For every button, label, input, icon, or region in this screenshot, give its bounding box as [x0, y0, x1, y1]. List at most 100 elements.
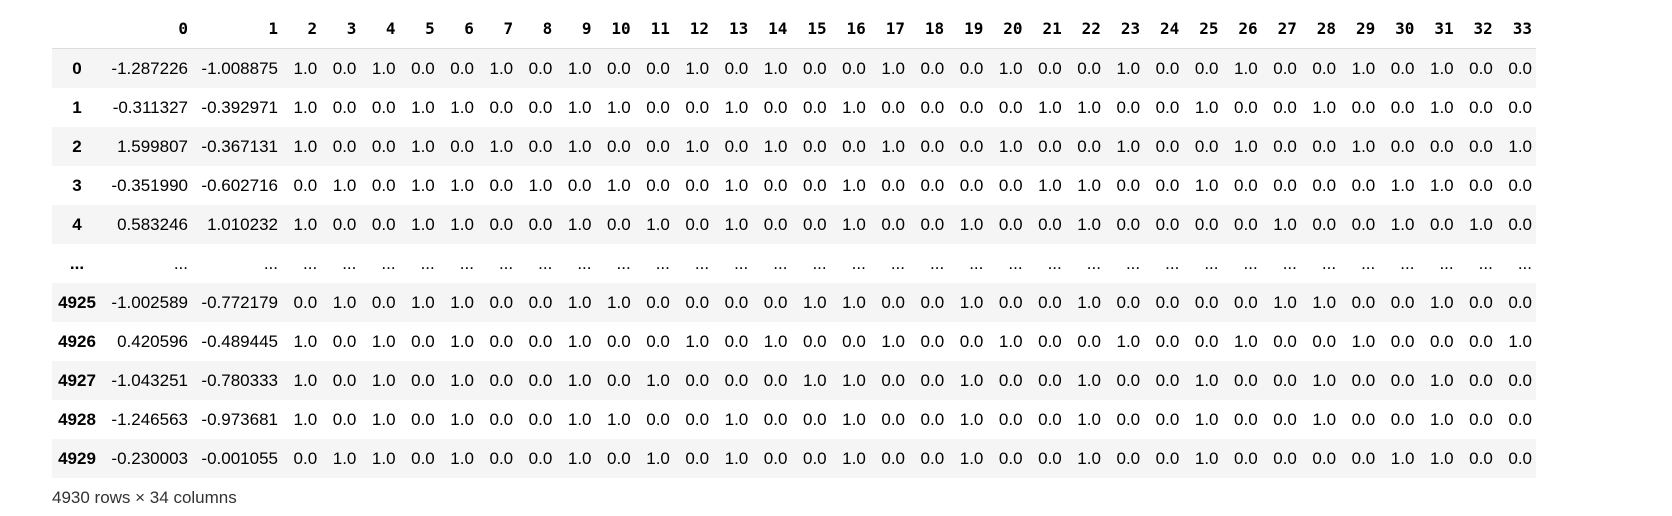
row-index: 4	[72, 214, 82, 234]
table-cell: 0.0	[1390, 409, 1415, 429]
table-cell: 0.0	[1508, 448, 1532, 468]
table-cell: 0.0	[607, 370, 631, 390]
table-cell: 0.0	[1038, 448, 1062, 468]
table-cell: 1.0	[1077, 292, 1101, 312]
table-cell: 1.0	[489, 58, 514, 78]
table-cell: 0.0	[1273, 175, 1297, 195]
column-header: 32	[1457, 8, 1497, 49]
table-cell: 0.0	[998, 292, 1023, 312]
table-cell: 0.0	[332, 331, 357, 351]
table-cell: 1.0	[371, 58, 396, 78]
table-cell: 0.0	[1234, 448, 1258, 468]
table-cell: 0.0	[1155, 331, 1180, 351]
table-row: 4929 -0.230003 -0.001055 0.0 1.0 1.0 0.0 1.0 0.0…	[52, 439, 1536, 478]
table-cell: 0.0	[1116, 214, 1141, 234]
table-cell: ...	[655, 253, 670, 273]
dataframe-table: 0 1 2 3 4 5 6 7 8 9 10 11 12 13 14 15 16 17 18 19 20 21 22 23 24…	[52, 8, 1536, 478]
table-cell: 1.0	[1429, 448, 1454, 468]
table-cell: 0.0	[1155, 136, 1180, 156]
table-cell: ...	[498, 253, 514, 273]
table-cell: 0.0	[489, 409, 514, 429]
table-cell: -0.351990	[111, 175, 188, 195]
table-cell: 1.0	[450, 214, 474, 234]
table-cell: 1.0	[1194, 409, 1219, 429]
table-cell: 1.0	[724, 448, 749, 468]
table-cell: 1.0	[998, 331, 1023, 351]
table-cell: 0.0	[998, 175, 1023, 195]
table-cell: 1.0	[1312, 292, 1337, 312]
table-cell: 0.0	[1234, 292, 1258, 312]
table-cell: 0.0	[881, 370, 905, 390]
column-header: 26	[1222, 8, 1262, 49]
table-cell: 1.0	[450, 292, 474, 312]
table-cell: 1.0	[1351, 331, 1376, 351]
table-cell: 1.0	[646, 370, 670, 390]
table-cell: 0.0	[1508, 175, 1532, 195]
table-cell: 1.0	[763, 136, 788, 156]
column-header: 28	[1300, 8, 1341, 49]
table-cell: -0.001055	[201, 448, 278, 468]
table-cell: 1.0	[1429, 58, 1454, 78]
table-cell: 0.0	[1038, 292, 1062, 312]
table-cell: 1.0	[881, 58, 905, 78]
table-cell: 0.0	[607, 214, 631, 234]
table-cell: 0.0	[802, 448, 827, 468]
table-cell: 1.0	[567, 370, 592, 390]
table-cell: 0.0	[959, 136, 984, 156]
table-cell: 0.0	[371, 136, 396, 156]
table-cell: ...	[577, 253, 592, 273]
table-cell: 1.0	[1116, 136, 1141, 156]
table-cell: 1.0	[802, 370, 827, 390]
table-cell: 0.0	[959, 331, 984, 351]
table-cell: 0.0	[881, 448, 905, 468]
table-cell: 0.0	[920, 409, 945, 429]
table-cell: 0.0	[1273, 136, 1297, 156]
table-cell: 1.0	[1077, 409, 1101, 429]
table-cell: 1.0	[567, 292, 592, 312]
table-cell: 0.0	[802, 97, 827, 117]
table-cell: ...	[812, 253, 827, 273]
row-index: 0	[72, 58, 82, 78]
table-cell: 1.0	[842, 448, 866, 468]
table-cell: 0.0	[1469, 97, 1493, 117]
table-cell: 0.0	[293, 292, 318, 312]
table-cell: 1.0	[293, 214, 318, 234]
table-cell: 0.0	[1273, 58, 1297, 78]
table-cell: 0.0	[802, 175, 827, 195]
table-cell: -0.602716	[201, 175, 278, 195]
table-cell: 0.0	[920, 97, 945, 117]
column-header: 3	[321, 8, 361, 49]
table-cell: 1.0	[646, 448, 670, 468]
table-cell: -1.287226	[111, 58, 188, 78]
table-cell: 0.0	[920, 175, 945, 195]
table-cell: 0.0	[685, 175, 710, 195]
table-cell: 0.0	[450, 58, 474, 78]
table-cell: 1.0	[332, 292, 357, 312]
table-cell: 0.0	[802, 409, 827, 429]
table-cell: 1.0	[1077, 214, 1101, 234]
table-cell: 0.0	[842, 331, 866, 351]
table-cell: 0.0	[881, 409, 905, 429]
table-row: 2 1.599807 -0.367131 1.0 0.0 0.0 1.0 0.0 1.0 0.0 1…	[52, 127, 1536, 166]
table-cell: 0.0	[920, 136, 945, 156]
table-cell: ...	[1400, 253, 1415, 273]
table-cell: 0.0	[1155, 175, 1180, 195]
table-cell: 1.0	[1390, 214, 1415, 234]
table-cell: 0.0	[1312, 58, 1337, 78]
table-cell: 1.0	[567, 136, 592, 156]
column-header: 27	[1261, 8, 1301, 49]
table-cell: 1.0	[1038, 97, 1062, 117]
table-cell: 0.0	[1194, 292, 1219, 312]
row-index: 4926	[58, 331, 96, 351]
table-cell: 1.0	[450, 175, 474, 195]
table-cell: 1.0	[607, 175, 631, 195]
table-cell: ...	[1125, 253, 1141, 273]
table-cell: 1.0	[959, 409, 984, 429]
table-cell: 0.0	[763, 97, 788, 117]
table-cell: ...	[1243, 253, 1258, 273]
table-cell: 0.0	[332, 409, 357, 429]
row-index: 4928	[58, 409, 96, 429]
table-cell: ...	[1282, 253, 1297, 273]
column-header: 5	[399, 8, 439, 49]
table-cell: ...	[538, 253, 553, 273]
